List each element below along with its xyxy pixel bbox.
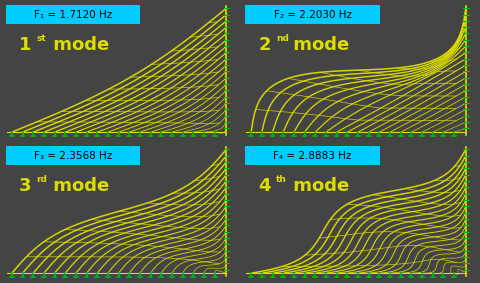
Text: 4: 4 <box>258 177 271 195</box>
Text: F₃ = 2.3568 Hz: F₃ = 2.3568 Hz <box>34 151 112 161</box>
FancyBboxPatch shape <box>245 5 380 24</box>
Text: st: st <box>36 34 47 43</box>
Text: mode: mode <box>287 36 349 54</box>
Text: nd: nd <box>276 34 289 43</box>
Text: F₄ = 2.8883 Hz: F₄ = 2.8883 Hz <box>273 151 352 161</box>
Text: mode: mode <box>287 177 349 195</box>
Text: 2: 2 <box>258 36 271 54</box>
Text: 1: 1 <box>19 36 31 54</box>
FancyBboxPatch shape <box>6 5 140 24</box>
FancyBboxPatch shape <box>6 146 140 166</box>
Text: F₁ = 1.7120 Hz: F₁ = 1.7120 Hz <box>34 10 112 20</box>
FancyBboxPatch shape <box>245 146 380 166</box>
Text: mode: mode <box>47 36 109 54</box>
Text: rd: rd <box>36 175 48 184</box>
Text: mode: mode <box>47 177 109 195</box>
Text: F₂ = 2.2030 Hz: F₂ = 2.2030 Hz <box>274 10 351 20</box>
Text: th: th <box>276 175 287 184</box>
Text: 3: 3 <box>19 177 31 195</box>
